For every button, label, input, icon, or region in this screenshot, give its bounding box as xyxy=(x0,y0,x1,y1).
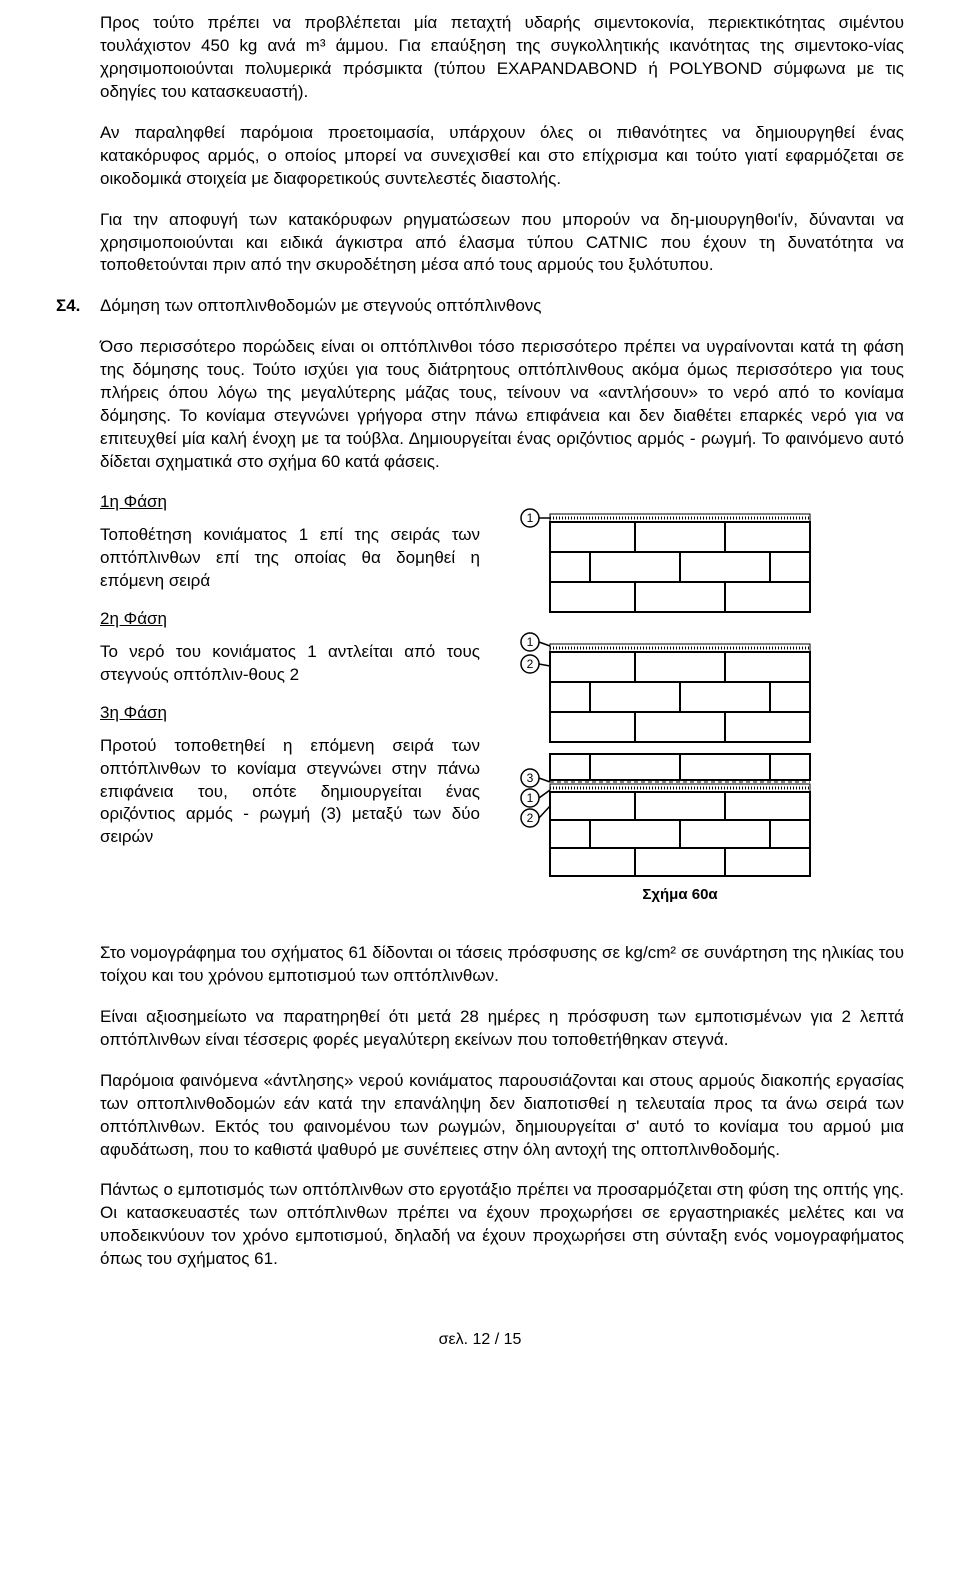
section-label: Σ4. xyxy=(56,295,100,318)
page-footer: σελ. 12 / 15 xyxy=(56,1331,904,1349)
phase3-text: Προτού τοποθετηθεί η επόμενη σειρά των ο… xyxy=(100,735,480,850)
svg-text:1: 1 xyxy=(527,791,534,805)
paragraph-6: Είναι αξιοσημείωτο να παρατηρηθεί ότι με… xyxy=(100,1006,904,1052)
paragraph-5: Στο νομογράφημα του σχήματος 61 δίδονται… xyxy=(100,942,904,988)
phase1-heading: 1η Φάση xyxy=(100,492,480,512)
section-body: Όσο περισσότερο πορώδεις είναι οι οπτόπλ… xyxy=(100,336,904,1271)
intro-block: Προς τούτο πρέπει να προβλέπεται μία πετ… xyxy=(100,12,904,277)
figure-caption-text: Σχήμα 60α xyxy=(642,886,718,903)
panel-1: 1 xyxy=(521,509,810,612)
phase3-heading: 3η Φάση xyxy=(100,703,480,723)
svg-text:2: 2 xyxy=(527,657,534,671)
phases-and-diagram: 1η Φάση Τοποθέτηση κονιάματος 1 επί της … xyxy=(100,492,904,912)
svg-text:1: 1 xyxy=(527,635,534,649)
figure-60a: 1 xyxy=(500,492,830,912)
phase2-heading: 2η Φάση xyxy=(100,609,480,629)
figure-60a-svg: 1 xyxy=(500,492,830,912)
phase2-text: Το νερό του κονιάματος 1 αντλείται από τ… xyxy=(100,641,480,687)
paragraph-1: Προς τούτο πρέπει να προβλέπεται μία πετ… xyxy=(100,12,904,104)
document-page: Προς τούτο πρέπει να προβλέπεται μία πετ… xyxy=(0,0,960,1594)
phases-text-column: 1η Φάση Τοποθέτηση κονιάματος 1 επί της … xyxy=(100,492,480,865)
paragraph-8: Πάντως ο εμποτισμός των οπτόπλινθων στο … xyxy=(100,1179,904,1271)
paragraph-2: Αν παραληφθεί παρόμοια προετοιμασία, υπά… xyxy=(100,122,904,191)
phase3-heading-text: 3η Φάση xyxy=(100,703,167,722)
panel-2: 1 2 xyxy=(521,633,810,742)
section-title: Δόμηση των οπτοπλινθοδομών με στεγνούς ο… xyxy=(100,295,542,318)
svg-text:1: 1 xyxy=(527,511,534,525)
svg-text:2: 2 xyxy=(527,811,534,825)
svg-text:3: 3 xyxy=(527,771,534,785)
paragraph-7: Παρόμοια φαινόμενα «άντλησης» νερού κονι… xyxy=(100,1070,904,1162)
phase1-heading-text: 1η Φάση xyxy=(100,492,167,511)
phase2-heading-text: 2η Φάση xyxy=(100,609,167,628)
phase1-text: Τοποθέτηση κονιάματος 1 επί της σειράς τ… xyxy=(100,524,480,593)
paragraph-4: Όσο περισσότερο πορώδεις είναι οι οπτόπλ… xyxy=(100,336,904,474)
paragraph-3: Για την αποφυγή των κατακόρυφων ρηγματώσ… xyxy=(100,209,904,278)
section-heading-row: Σ4. Δόμηση των οπτοπλινθοδομών με στεγνο… xyxy=(56,295,904,318)
panel-3: 3 1 2 Σχήμα 60α xyxy=(521,754,810,903)
